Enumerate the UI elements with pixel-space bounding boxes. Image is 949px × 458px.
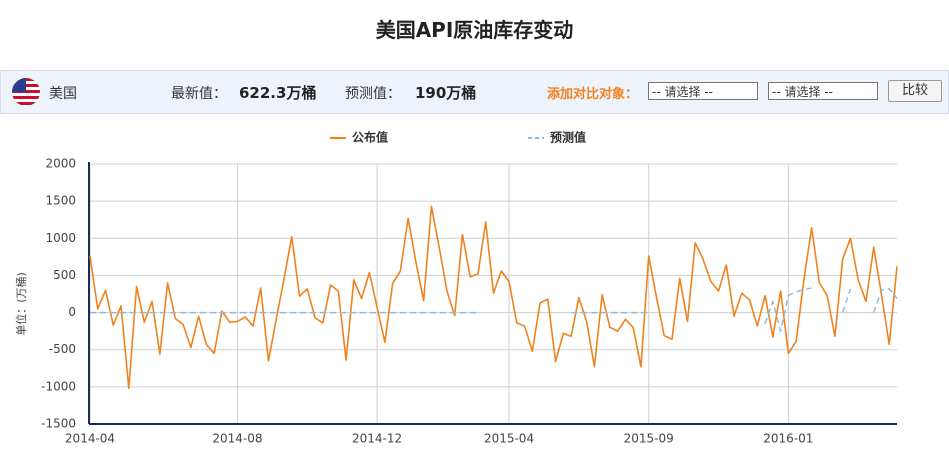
x-tick-label: 2014-12: [352, 432, 402, 446]
y-tick-label: 2000: [45, 157, 76, 171]
compare-button[interactable]: 比较: [888, 80, 942, 102]
x-tick-label: 2016-01: [763, 432, 813, 446]
y-tick-label: -500: [49, 342, 76, 356]
legend-label: 公布值: [352, 130, 388, 145]
y-tick-label: 1000: [45, 231, 76, 245]
flag-icon: [12, 78, 40, 106]
compare-label: 添加对比对象：: [547, 87, 639, 102]
legend-label: 预测值: [550, 130, 586, 145]
latest-value: 622.3万桶: [239, 84, 317, 102]
country: 美国: [49, 86, 77, 102]
select[interactable]: -- 请选择 --: [648, 82, 758, 100]
y-tick-label: 0: [68, 305, 76, 319]
select[interactable]: -- 请选择 --: [768, 82, 878, 100]
forecast-value: 190万桶: [415, 84, 477, 102]
data-line: [89, 205, 898, 390]
x-tick-label: 2015-04: [484, 432, 534, 446]
x-tick-label: 2014-08: [212, 432, 262, 446]
y-tick-label: -1000: [41, 379, 76, 393]
forecast-label: 预测值：: [345, 86, 401, 102]
page-title: 美国API原油库存变动: [375, 18, 574, 42]
y-tick-label: -1500: [41, 417, 76, 431]
data-line: [90, 287, 898, 332]
latest-label: 最新值：: [171, 86, 227, 102]
x-tick-label: 2014-04: [65, 432, 115, 446]
y-axis-label: 单位：(万桶): [14, 272, 28, 336]
x-tick-label: 2015-09: [624, 432, 674, 446]
info-bar: 美国 最新值： 622.3万桶 预测值： 190万桶 添加对比对象： -- 请选…: [0, 70, 949, 114]
y-tick-label: 500: [53, 268, 76, 282]
y-tick-label: 1500: [45, 194, 76, 208]
